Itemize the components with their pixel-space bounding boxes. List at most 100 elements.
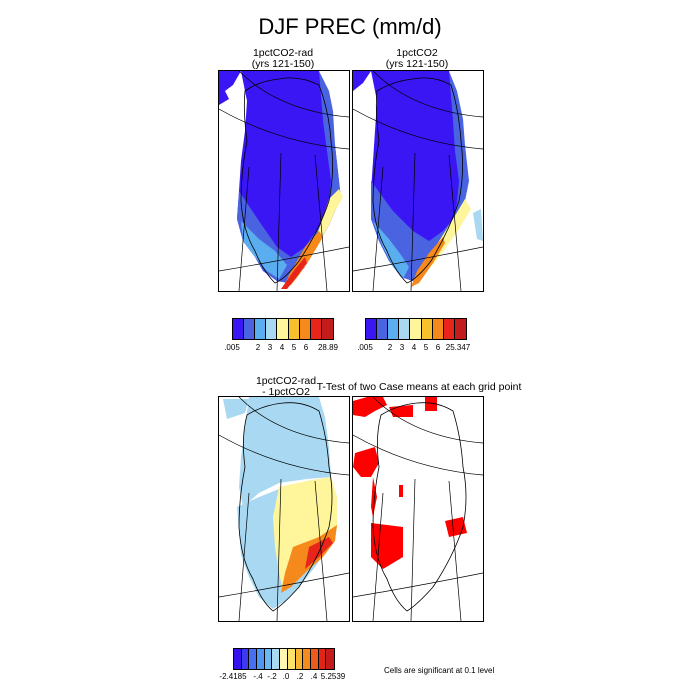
colorbar-3-label: .4 bbox=[310, 672, 318, 681]
colorbar-1-label: 6 bbox=[303, 343, 309, 352]
colorbar-2-label: .005 bbox=[357, 343, 373, 352]
colorbar-3-label: 5.2539 bbox=[320, 672, 346, 681]
colorbar-swatch bbox=[234, 649, 242, 669]
colorbar-3-label: .2 bbox=[296, 672, 304, 681]
colorbar-swatch bbox=[264, 649, 273, 669]
colorbar-1-label: 5 bbox=[291, 343, 297, 352]
map-1-southeast-red bbox=[281, 257, 307, 289]
panel-4-title: T-Test of two Case means at each grid po… bbox=[316, 382, 522, 393]
map-1-coastal-west bbox=[219, 71, 241, 105]
colorbar-1-label: 4 bbox=[279, 343, 285, 352]
panel-1-title-line1: 1pctCO2-rad bbox=[252, 47, 314, 59]
map-2-east-coast bbox=[449, 71, 469, 219]
map-3-southeast-red bbox=[305, 537, 333, 569]
colorbar-swatch bbox=[310, 319, 322, 339]
significance-note: Cells are significant at 0.1 level bbox=[384, 666, 495, 675]
colorbar-swatch bbox=[244, 319, 256, 339]
colorbar-2-label: 25.347 bbox=[445, 343, 471, 352]
map-panel-difference bbox=[218, 396, 350, 622]
panel-4-title-line1: T-Test of two Case means at each grid po… bbox=[316, 381, 522, 393]
colorbar-1-label: 3 bbox=[267, 343, 273, 352]
colorbar-swatch bbox=[266, 319, 278, 339]
colorbar-swatch bbox=[432, 319, 444, 339]
colorbar-swatch bbox=[299, 319, 311, 339]
map-2-coastal-west bbox=[353, 71, 371, 91]
map-3 bbox=[219, 397, 349, 621]
colorbar-1pctco2 bbox=[365, 318, 467, 340]
map-1-east-coast bbox=[319, 71, 341, 225]
colorbar-swatch bbox=[399, 319, 411, 339]
panel-3-title-line2: - 1pctCO2 bbox=[262, 386, 310, 398]
colorbar-swatch bbox=[303, 649, 311, 669]
map-panel-1pctco2-rad bbox=[218, 70, 350, 292]
colorbar-2-label: 3 bbox=[399, 343, 405, 352]
map-panel-ttest bbox=[352, 396, 484, 622]
colorbar-difference bbox=[233, 648, 335, 670]
map-2-gridlines bbox=[353, 71, 483, 291]
sig-patch-dot bbox=[399, 485, 403, 497]
sig-patch-west-strip bbox=[371, 477, 377, 517]
colorbar-swatch bbox=[249, 649, 258, 669]
figure-title: DJF PREC (mm/d) bbox=[258, 14, 442, 39]
colorbar-3-label: -.4 bbox=[253, 672, 263, 681]
map-2-coastline bbox=[372, 77, 463, 284]
map-4-gridlines bbox=[353, 397, 483, 621]
colorbar-swatch bbox=[280, 649, 288, 669]
colorbar-1pctco2-rad bbox=[232, 318, 334, 340]
colorbar-2-label: 4 bbox=[411, 343, 417, 352]
sig-patch-southwest bbox=[371, 523, 403, 569]
sig-patch-north bbox=[389, 405, 413, 417]
colorbar-swatch bbox=[388, 319, 400, 339]
colorbar-3-label: .0 bbox=[282, 672, 290, 681]
colorbar-swatch bbox=[443, 319, 455, 339]
colorbar-1-label: .005 bbox=[224, 343, 240, 352]
colorbar-swatch bbox=[295, 649, 304, 669]
colorbar-1-label: 28.89 bbox=[317, 343, 339, 352]
panel-2-title-line1: 1pctCO2 bbox=[396, 47, 438, 59]
colorbar-swatch bbox=[257, 649, 265, 669]
map-4-coastline bbox=[372, 402, 467, 612]
panel-1-title: 1pctCO2-rad (yrs 121-150) bbox=[218, 48, 348, 70]
colorbar-3-label: -2.4185 bbox=[219, 672, 247, 681]
colorbar-1-label: 2 bbox=[255, 343, 261, 352]
map-2 bbox=[353, 71, 483, 291]
map-3-gridlines bbox=[219, 397, 349, 621]
map-1-gridlines bbox=[219, 71, 349, 291]
map-2-southwest-sky bbox=[373, 221, 409, 279]
colorbar-2-label: 2 bbox=[387, 343, 393, 352]
map-3-coastline bbox=[238, 402, 333, 612]
sig-patch-southeast bbox=[445, 517, 467, 537]
colorbar-swatch bbox=[454, 319, 466, 339]
panel-1-title-line2: (yrs 121-150) bbox=[251, 58, 315, 70]
colorbar-swatch bbox=[318, 649, 327, 669]
panel-3-title: 1pctCO2-rad - 1pctCO2 bbox=[236, 376, 336, 398]
colorbar-swatch bbox=[272, 649, 281, 669]
colorbar-swatch bbox=[241, 649, 250, 669]
colorbar-swatch bbox=[233, 319, 245, 339]
sig-patch-northeast bbox=[425, 397, 437, 411]
map-1 bbox=[219, 71, 349, 291]
map-panel-1pctco2 bbox=[352, 70, 484, 292]
colorbar-swatch bbox=[255, 319, 267, 339]
colorbar-swatch bbox=[288, 319, 300, 339]
panel-2-title: 1pctCO2 (yrs 121-150) bbox=[352, 48, 482, 70]
colorbar-swatch bbox=[277, 319, 289, 339]
colorbar-2-label: 5 bbox=[423, 343, 429, 352]
colorbar-2-label: 6 bbox=[435, 343, 441, 352]
colorbar-swatch bbox=[321, 319, 333, 339]
colorbar-swatch bbox=[421, 319, 433, 339]
panel-3-title-line1: 1pctCO2-rad bbox=[255, 375, 317, 387]
map-3-coastal-west bbox=[223, 399, 249, 419]
map-2-iceland bbox=[473, 209, 483, 241]
colorbar-swatch bbox=[287, 649, 296, 669]
colorbar-swatch bbox=[326, 649, 334, 669]
sig-patch-west bbox=[353, 447, 379, 477]
map-4 bbox=[353, 397, 483, 621]
colorbar-swatch bbox=[366, 319, 378, 339]
colorbar-3-label: -.2 bbox=[267, 672, 277, 681]
colorbar-swatch bbox=[377, 319, 389, 339]
map-3-north bbox=[239, 397, 331, 507]
map-1-coastline bbox=[240, 77, 333, 284]
map-1-southwest-sky bbox=[241, 221, 287, 279]
colorbar-swatch bbox=[410, 319, 422, 339]
